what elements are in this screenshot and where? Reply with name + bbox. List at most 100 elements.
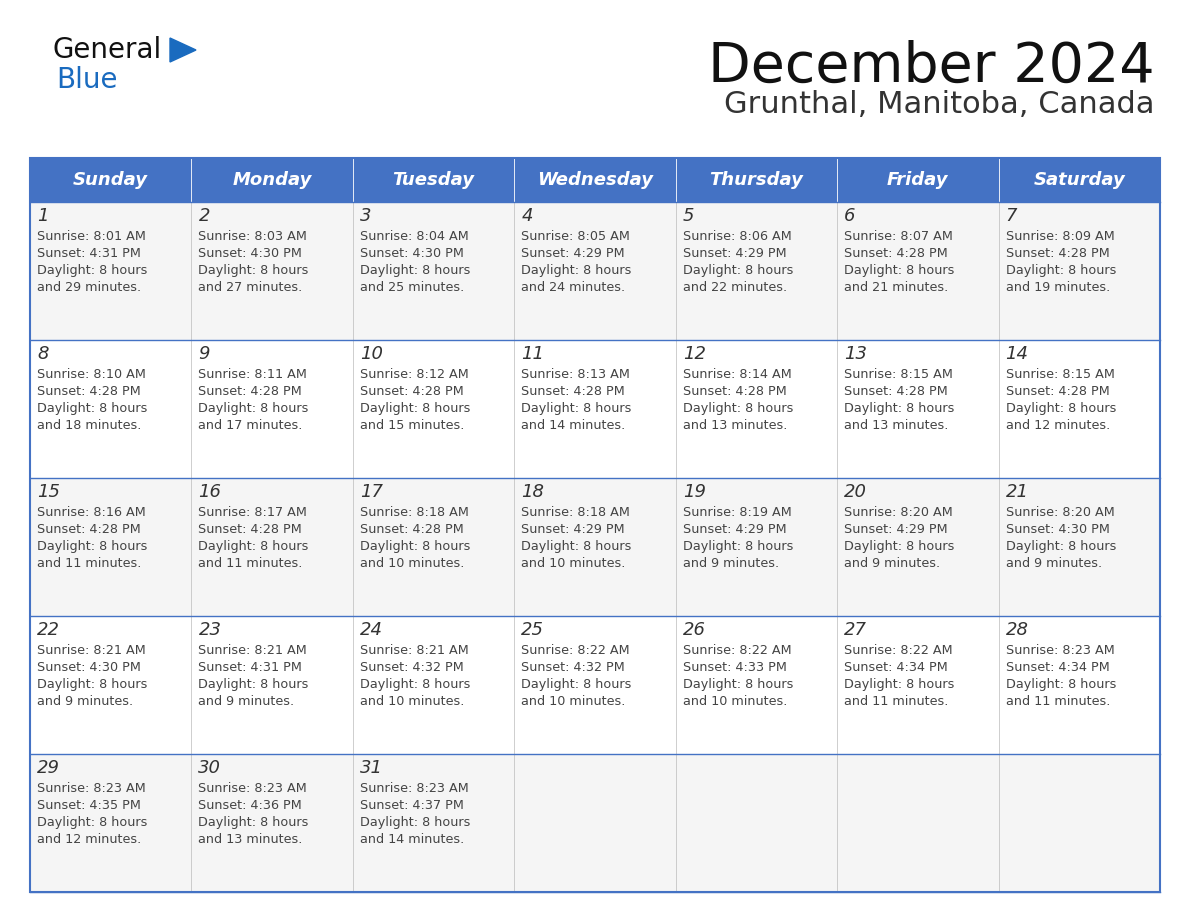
Text: Sunset: 4:28 PM: Sunset: 4:28 PM: [1005, 385, 1110, 398]
Text: Tuesday: Tuesday: [392, 171, 474, 189]
Text: Sunrise: 8:21 AM: Sunrise: 8:21 AM: [360, 644, 468, 657]
Text: Daylight: 8 hours: Daylight: 8 hours: [198, 264, 309, 277]
Text: Sunday: Sunday: [74, 171, 148, 189]
Text: Sunset: 4:28 PM: Sunset: 4:28 PM: [1005, 247, 1110, 260]
Text: Daylight: 8 hours: Daylight: 8 hours: [1005, 540, 1116, 553]
Text: Sunset: 4:28 PM: Sunset: 4:28 PM: [683, 385, 786, 398]
Text: Sunset: 4:30 PM: Sunset: 4:30 PM: [37, 661, 141, 674]
Text: 19: 19: [683, 483, 706, 501]
Text: Sunset: 4:28 PM: Sunset: 4:28 PM: [37, 385, 140, 398]
Text: and 11 minutes.: and 11 minutes.: [1005, 695, 1110, 708]
Text: 1: 1: [37, 207, 49, 225]
Text: Sunset: 4:34 PM: Sunset: 4:34 PM: [1005, 661, 1110, 674]
Text: and 12 minutes.: and 12 minutes.: [1005, 419, 1110, 432]
Text: December 2024: December 2024: [708, 40, 1155, 94]
Text: Sunset: 4:28 PM: Sunset: 4:28 PM: [198, 523, 302, 536]
Text: Daylight: 8 hours: Daylight: 8 hours: [360, 678, 470, 691]
Text: Daylight: 8 hours: Daylight: 8 hours: [360, 264, 470, 277]
Text: 15: 15: [37, 483, 61, 501]
Text: Sunset: 4:28 PM: Sunset: 4:28 PM: [37, 523, 140, 536]
Text: Sunset: 4:28 PM: Sunset: 4:28 PM: [845, 247, 948, 260]
Text: and 9 minutes.: and 9 minutes.: [198, 695, 295, 708]
Text: Daylight: 8 hours: Daylight: 8 hours: [1005, 402, 1116, 415]
Text: 10: 10: [360, 345, 383, 363]
Text: 18: 18: [522, 483, 544, 501]
Text: Sunrise: 8:18 AM: Sunrise: 8:18 AM: [360, 506, 469, 519]
Text: 7: 7: [1005, 207, 1017, 225]
Text: Sunrise: 8:03 AM: Sunrise: 8:03 AM: [198, 230, 308, 243]
Text: Sunset: 4:30 PM: Sunset: 4:30 PM: [198, 247, 302, 260]
Text: Daylight: 8 hours: Daylight: 8 hours: [683, 540, 794, 553]
Text: Sunset: 4:30 PM: Sunset: 4:30 PM: [360, 247, 463, 260]
Text: Sunrise: 8:23 AM: Sunrise: 8:23 AM: [1005, 644, 1114, 657]
Text: 30: 30: [198, 759, 221, 777]
Text: and 10 minutes.: and 10 minutes.: [522, 557, 626, 570]
Text: Daylight: 8 hours: Daylight: 8 hours: [845, 678, 954, 691]
Text: Daylight: 8 hours: Daylight: 8 hours: [845, 540, 954, 553]
Text: Sunset: 4:32 PM: Sunset: 4:32 PM: [522, 661, 625, 674]
Text: 6: 6: [845, 207, 855, 225]
Text: and 9 minutes.: and 9 minutes.: [1005, 557, 1101, 570]
Text: 9: 9: [198, 345, 210, 363]
Text: and 10 minutes.: and 10 minutes.: [522, 695, 626, 708]
Text: 27: 27: [845, 621, 867, 639]
Text: Daylight: 8 hours: Daylight: 8 hours: [845, 402, 954, 415]
Text: and 22 minutes.: and 22 minutes.: [683, 281, 786, 294]
Text: Sunrise: 8:05 AM: Sunrise: 8:05 AM: [522, 230, 630, 243]
Bar: [30, 478, 1159, 616]
Bar: [30, 754, 1159, 892]
Text: 4: 4: [522, 207, 532, 225]
Text: Wednesday: Wednesday: [537, 171, 653, 189]
Text: Sunrise: 8:07 AM: Sunrise: 8:07 AM: [845, 230, 953, 243]
Text: and 14 minutes.: and 14 minutes.: [360, 833, 465, 846]
Text: Sunrise: 8:13 AM: Sunrise: 8:13 AM: [522, 368, 630, 381]
Text: 22: 22: [37, 621, 61, 639]
Text: Sunset: 4:28 PM: Sunset: 4:28 PM: [360, 385, 463, 398]
Text: Daylight: 8 hours: Daylight: 8 hours: [683, 264, 794, 277]
Text: 20: 20: [845, 483, 867, 501]
Text: Daylight: 8 hours: Daylight: 8 hours: [198, 402, 309, 415]
Text: Sunset: 4:28 PM: Sunset: 4:28 PM: [845, 385, 948, 398]
Text: Sunset: 4:36 PM: Sunset: 4:36 PM: [198, 799, 302, 812]
Text: Daylight: 8 hours: Daylight: 8 hours: [522, 402, 632, 415]
Text: 26: 26: [683, 621, 706, 639]
Text: and 10 minutes.: and 10 minutes.: [360, 695, 465, 708]
Text: and 15 minutes.: and 15 minutes.: [360, 419, 465, 432]
Text: 5: 5: [683, 207, 694, 225]
Text: Sunrise: 8:22 AM: Sunrise: 8:22 AM: [683, 644, 791, 657]
Text: 24: 24: [360, 621, 383, 639]
Text: Daylight: 8 hours: Daylight: 8 hours: [360, 540, 470, 553]
Text: 11: 11: [522, 345, 544, 363]
Text: and 10 minutes.: and 10 minutes.: [683, 695, 788, 708]
Text: Sunrise: 8:22 AM: Sunrise: 8:22 AM: [522, 644, 630, 657]
Text: Daylight: 8 hours: Daylight: 8 hours: [198, 678, 309, 691]
Bar: [30, 616, 1159, 754]
Text: 14: 14: [1005, 345, 1029, 363]
Text: and 27 minutes.: and 27 minutes.: [198, 281, 303, 294]
Text: Sunset: 4:30 PM: Sunset: 4:30 PM: [1005, 523, 1110, 536]
Text: General: General: [52, 36, 162, 64]
Text: and 14 minutes.: and 14 minutes.: [522, 419, 626, 432]
Text: Sunrise: 8:19 AM: Sunrise: 8:19 AM: [683, 506, 791, 519]
Text: and 21 minutes.: and 21 minutes.: [845, 281, 948, 294]
Text: Sunrise: 8:21 AM: Sunrise: 8:21 AM: [198, 644, 308, 657]
Bar: [30, 202, 1159, 340]
Text: Sunrise: 8:11 AM: Sunrise: 8:11 AM: [198, 368, 308, 381]
Text: 2: 2: [198, 207, 210, 225]
Text: Daylight: 8 hours: Daylight: 8 hours: [683, 678, 794, 691]
Text: 21: 21: [1005, 483, 1029, 501]
Text: Sunset: 4:31 PM: Sunset: 4:31 PM: [198, 661, 302, 674]
Text: Daylight: 8 hours: Daylight: 8 hours: [1005, 678, 1116, 691]
Text: Sunset: 4:29 PM: Sunset: 4:29 PM: [683, 523, 786, 536]
Text: and 9 minutes.: and 9 minutes.: [845, 557, 940, 570]
Text: Sunrise: 8:20 AM: Sunrise: 8:20 AM: [845, 506, 953, 519]
Text: Sunset: 4:28 PM: Sunset: 4:28 PM: [522, 385, 625, 398]
Text: Daylight: 8 hours: Daylight: 8 hours: [198, 540, 309, 553]
Text: and 11 minutes.: and 11 minutes.: [845, 695, 948, 708]
Text: Daylight: 8 hours: Daylight: 8 hours: [683, 402, 794, 415]
Text: Sunrise: 8:22 AM: Sunrise: 8:22 AM: [845, 644, 953, 657]
Text: Sunrise: 8:14 AM: Sunrise: 8:14 AM: [683, 368, 791, 381]
Text: Sunrise: 8:20 AM: Sunrise: 8:20 AM: [1005, 506, 1114, 519]
Text: Sunrise: 8:01 AM: Sunrise: 8:01 AM: [37, 230, 146, 243]
Text: Sunrise: 8:06 AM: Sunrise: 8:06 AM: [683, 230, 791, 243]
